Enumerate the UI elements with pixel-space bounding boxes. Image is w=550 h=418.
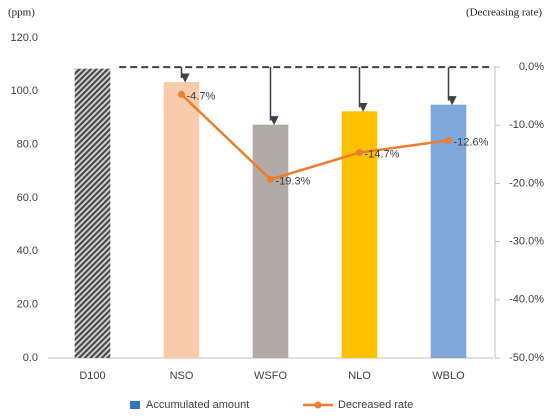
y2-tick-label: -50.0%	[509, 352, 544, 364]
bar	[74, 68, 111, 359]
y-axis-title: (ppm)	[8, 7, 35, 19]
x-tick-label: WBLO	[432, 370, 465, 382]
bar	[430, 104, 467, 359]
rate-marker	[178, 90, 185, 98]
y-tick-label: 100.0	[10, 85, 38, 97]
y2-tick-label: -30.0%	[509, 236, 544, 248]
x-tick-label: WSFO	[254, 370, 287, 382]
x-tick-label: D100	[79, 370, 105, 382]
legend-label: Decreased rate	[338, 399, 413, 411]
x-tick-label: NSO	[170, 370, 194, 382]
y-tick-label: 120.0	[10, 32, 38, 44]
y-tick-label: 20.0	[17, 299, 38, 311]
y2-tick-label: 0.0%	[519, 61, 544, 73]
y-tick-label: 80.0	[17, 139, 38, 151]
rate-label: -14.7%	[365, 149, 400, 161]
y2-axis-title: (Decreasing rate)	[466, 7, 542, 19]
legend-label: Accumulated amount	[146, 399, 249, 411]
y-tick-label: 60.0	[17, 192, 38, 204]
y-tick-label: 40.0	[17, 245, 38, 257]
rate-line	[180, 93, 449, 181]
rate-label: -12.6%	[454, 136, 489, 148]
legend-swatch	[314, 401, 322, 409]
rate-label: -19.3%	[276, 175, 311, 187]
y2-tick-label: -10.0%	[509, 119, 544, 131]
rate-marker	[356, 149, 363, 157]
x-tick-label: NLO	[348, 370, 371, 382]
rate-label: -4.7%	[187, 90, 216, 102]
bar	[252, 124, 289, 359]
y-tick-label: 0.0	[23, 352, 38, 364]
rate-marker	[267, 175, 274, 183]
y2-tick-label: -20.0%	[509, 177, 544, 189]
legend-swatch	[130, 401, 140, 409]
bar	[163, 82, 200, 358]
y2-tick-label: -40.0%	[509, 294, 544, 306]
rate-marker	[445, 136, 452, 144]
